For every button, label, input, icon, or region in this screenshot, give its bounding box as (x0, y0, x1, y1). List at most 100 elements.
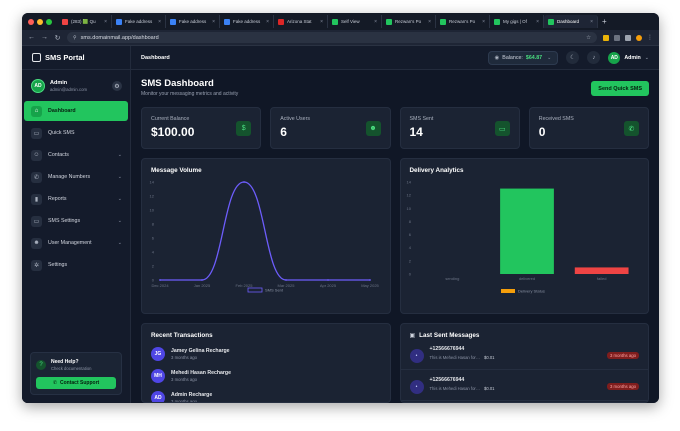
sidebar-item-dashboard[interactable]: ⌂ Dashboard (24, 101, 128, 121)
close-tab-icon[interactable]: × (536, 18, 539, 25)
close-tab-icon[interactable]: × (482, 18, 485, 25)
bookmark-star-icon[interactable]: ☆ (586, 34, 591, 41)
messages-list: • +12566676944 This is Mehedi Hasan for… $0… (400, 346, 648, 401)
browser-tab[interactable]: Rezwan's Po × (382, 15, 436, 28)
message-icon: ▣ (409, 333, 416, 339)
legend[interactable]: Delivery Status (500, 289, 545, 294)
list-item[interactable]: • +12566676944 This is Mehedi Hasan for… $0… (400, 377, 648, 401)
address-bar[interactable]: ⚲ sms.domainmail.app/dashboard ☆ (67, 32, 597, 43)
notification-bell-icon[interactable]: ♪ (587, 51, 601, 64)
extension-icon[interactable] (614, 34, 620, 41)
list-item[interactable]: • +12566676944 This is Mehedi Hasan for… $0… (400, 346, 648, 370)
legend-swatch (247, 287, 263, 293)
stat-card: Current Balance $100.00 $ (141, 107, 262, 149)
sidebar-item-label: User Management (48, 240, 92, 246)
site-info-icon[interactable]: ⚲ (73, 34, 77, 41)
bar-delivered[interactable] (499, 188, 554, 274)
y-tick-label: 14 (406, 180, 411, 185)
close-window-button[interactable] (28, 18, 34, 25)
favicon-icon (386, 18, 392, 25)
chevron-down-icon: ⌄ (117, 240, 122, 246)
chat-settings-icon: ▭ (31, 215, 42, 227)
close-tab-icon[interactable]: × (266, 18, 269, 25)
browser-tab[interactable]: Dashboard × (544, 15, 598, 28)
list-item[interactable]: AD Admin Recharge 3 months ago (151, 391, 381, 402)
close-tab-icon[interactable]: × (104, 18, 107, 25)
sidebar-item-user-management[interactable]: ☻ User Management ⌄ (24, 233, 128, 253)
close-tab-icon[interactable]: × (428, 18, 431, 25)
avatar: AD (31, 79, 45, 93)
close-tab-icon[interactable]: × (320, 18, 323, 25)
sidebar-item-sms-settings[interactable]: ▭ SMS Settings ⌄ (24, 211, 128, 231)
extensions: ⋮ (603, 34, 653, 41)
series-line-sms-sent (160, 181, 370, 281)
balance-dropdown[interactable]: ◉ Balance: $64.87 ⌄ (487, 50, 559, 65)
brand[interactable]: SMS Portal (22, 46, 130, 70)
legend[interactable]: SMS Sent (247, 287, 284, 293)
data-point[interactable] (285, 279, 287, 281)
browser-tab[interactable]: Fake address × (220, 15, 274, 28)
chevron-down-icon: ⌄ (117, 174, 122, 180)
balance-value: $64.87 (525, 54, 543, 61)
browser-tab[interactable]: My gigs | Of × (490, 15, 544, 28)
browser-tab[interactable]: Fake address × (112, 15, 166, 28)
gear-icon: ✲ (31, 259, 42, 271)
favicon-icon (332, 18, 338, 25)
extension-icon[interactable] (625, 34, 631, 41)
data-point[interactable] (369, 279, 371, 281)
browser-tab[interactable]: Rezwan's Po × (436, 15, 490, 28)
sidebar-item-quick-sms[interactable]: ▭ Quick SMS (24, 123, 128, 143)
delivery-analytics-chart: 0 2 4 6 8 10 12 14 sending delivered failed Deliver… (406, 180, 629, 294)
sidebar-item-label: Dashboard (48, 108, 76, 114)
profile-icon[interactable] (636, 34, 642, 41)
y-tick-label: 8 (152, 222, 155, 227)
tab-title: (283) 🟩 Qu (71, 18, 96, 24)
chevron-down-icon: ⌄ (117, 152, 122, 158)
message-preview: This is Mehedi Hasan for… (429, 355, 481, 360)
help-icon: ? (36, 360, 46, 370)
settings-gear-icon[interactable]: ⚙ (112, 81, 122, 91)
sidebar-nav: ⌂ Dashboard ▭ Quick SMS ☺ Contacts ⌄ ✆ Manage Nu… (22, 101, 130, 275)
y-tick-label: 8 (408, 219, 411, 224)
sidebar-item-contacts[interactable]: ☺ Contacts ⌄ (24, 145, 128, 165)
close-tab-icon[interactable]: × (590, 18, 593, 25)
tab-title: Rezwan's Po (395, 19, 422, 24)
y-tick-label: 10 (150, 208, 155, 213)
user-profile: AD Admin admin@admin.com ⚙ (22, 70, 130, 101)
maximize-window-button[interactable] (46, 18, 52, 25)
data-point[interactable] (327, 279, 329, 281)
close-tab-icon[interactable]: × (374, 18, 377, 25)
data-point[interactable] (201, 279, 203, 281)
data-point[interactable] (243, 181, 245, 183)
close-tab-icon[interactable]: × (212, 18, 215, 25)
browser-tab[interactable]: Self View × (328, 15, 382, 28)
send-quick-sms-button[interactable]: Send Quick SMS (591, 81, 649, 96)
theme-toggle-moon-icon[interactable]: ☾ (566, 51, 580, 64)
browser-tab[interactable]: Arizona Stat × (274, 15, 328, 28)
data-point[interactable] (159, 279, 161, 281)
reload-icon[interactable]: ↻ (54, 34, 61, 42)
extension-icon[interactable] (603, 34, 609, 41)
back-icon[interactable]: ← (28, 34, 35, 41)
x-tick-label: May 2025 (361, 283, 379, 288)
minimize-window-button[interactable] (37, 18, 43, 25)
forward-icon[interactable]: → (41, 34, 48, 41)
favicon-icon (62, 18, 68, 25)
sidebar-item-manage-numbers[interactable]: ✆ Manage Numbers ⌄ (24, 167, 128, 187)
close-tab-icon[interactable]: × (158, 18, 161, 25)
menu-icon[interactable]: ⋮ (647, 35, 653, 41)
list-item[interactable]: JG Jamey Gelina Recharge 3 months ago (151, 347, 381, 361)
browser-tab[interactable]: (283) 🟩 Qu × (58, 15, 112, 28)
sidebar-item-reports[interactable]: ▮ Reports ⌄ (24, 189, 128, 209)
contact-support-button[interactable]: ✆ Contact Support (36, 377, 116, 389)
bar-failed[interactable] (574, 267, 629, 274)
admin-menu[interactable]: AD Admin ⌄ (608, 51, 649, 64)
list-item[interactable]: MH Mehedi Hasan Recharge 3 months ago (151, 369, 381, 383)
sidebar-item-settings[interactable]: ✲ Settings (24, 255, 128, 275)
browser-tab[interactable]: Fake address × (166, 15, 220, 28)
new-tab-button[interactable]: + (602, 17, 607, 26)
contact-support-label: Contact Support (60, 380, 100, 386)
message-phone: +12566676944 (429, 377, 465, 383)
transaction-time: 3 months ago (171, 377, 198, 382)
favicon-icon (440, 18, 446, 25)
